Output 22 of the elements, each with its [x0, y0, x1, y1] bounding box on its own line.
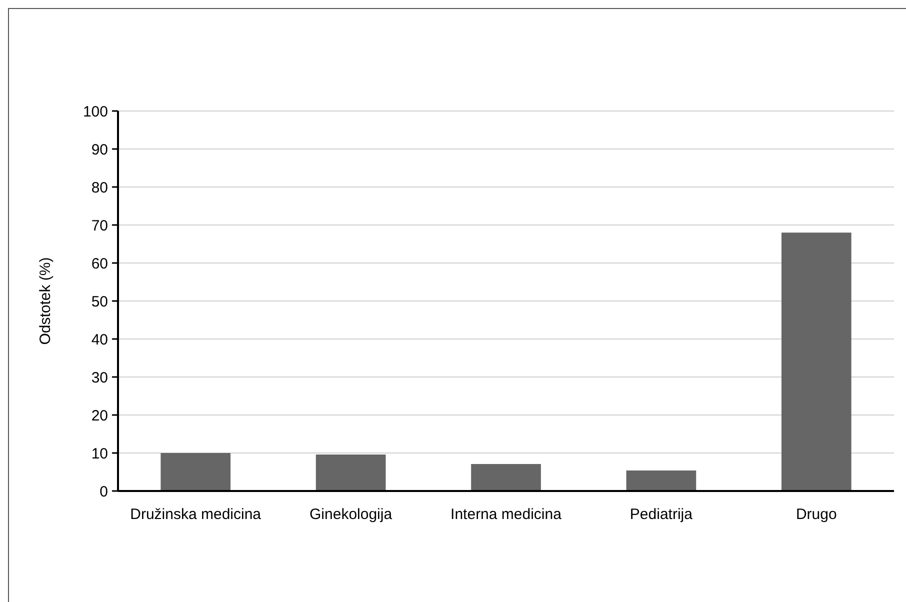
bar — [160, 453, 231, 491]
bar — [781, 232, 852, 491]
y-tick-label: 10 — [91, 445, 108, 462]
bar — [471, 464, 541, 491]
y-axis-title: Odstotek (%) — [37, 257, 54, 345]
x-tick-label: Interna medicina — [450, 506, 562, 523]
y-tick-label: 20 — [91, 407, 108, 424]
y-tick-label: 30 — [91, 369, 108, 386]
y-tick-label: 40 — [91, 331, 108, 348]
x-tick-label: Pediatrija — [630, 506, 694, 523]
y-tick-label: 100 — [82, 103, 108, 120]
bar — [626, 470, 696, 491]
y-tick-label: 80 — [91, 179, 108, 196]
y-tick-label: 50 — [91, 293, 108, 310]
bar — [316, 454, 386, 491]
y-tick-label: 70 — [91, 217, 108, 234]
x-tick-label: Drugo — [796, 506, 837, 523]
y-tick-label: 0 — [100, 483, 108, 500]
y-tick-label: 60 — [91, 255, 108, 272]
y-tick-label: 90 — [91, 141, 108, 158]
x-tick-label: Družinska medicina — [130, 506, 262, 523]
x-tick-label: Ginekologija — [310, 506, 393, 523]
